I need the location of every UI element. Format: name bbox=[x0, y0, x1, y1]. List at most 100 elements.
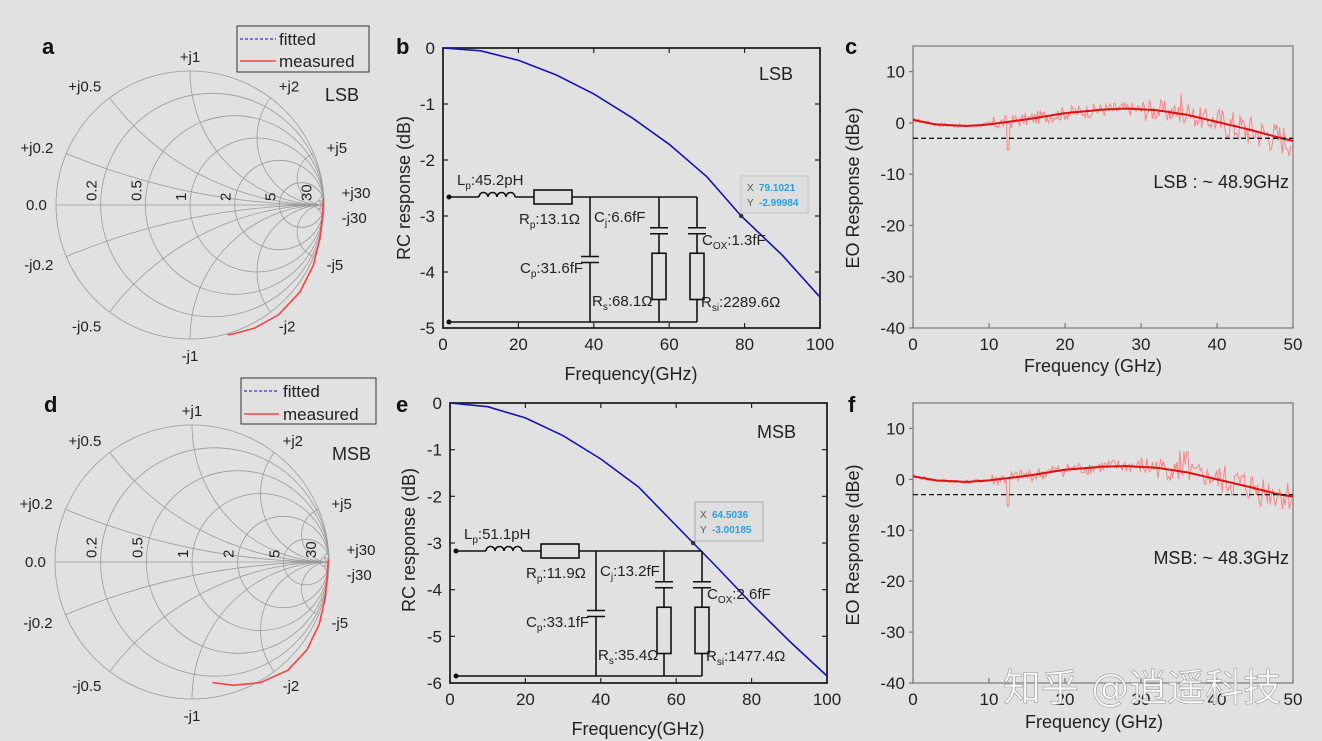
rc-response-curve bbox=[449, 402, 828, 677]
smith-reactance-arc-pos bbox=[260, 425, 329, 563]
smith-real-label: 5 bbox=[262, 193, 279, 201]
smith-real-label: 0.2 bbox=[84, 537, 101, 558]
x-tick-label: 30 bbox=[1132, 690, 1151, 709]
datatip[interactable]: X 79.1021 Y -2.99984 bbox=[740, 175, 809, 214]
smith-curve-measured bbox=[212, 559, 330, 687]
smith-tag-a: LSB bbox=[325, 85, 359, 105]
axes: 0 20 40 60 80 100 0 -1 -2 -3 -4 -5 -6 bbox=[427, 394, 841, 709]
label-Lp: Lp:51.1pH bbox=[464, 526, 530, 546]
label-Rsi: Rsi:1477.4Ω bbox=[706, 648, 785, 668]
inductor-Lp bbox=[485, 545, 523, 552]
rc-response-plot-e: 0 20 40 60 80 100 0 -1 -2 -3 -4 -5 -6 Lp:51.1pH Rp:11… bbox=[399, 394, 841, 739]
label-Lp: Lp:45.2pH bbox=[457, 172, 523, 192]
panel-letter-f: f bbox=[848, 392, 856, 417]
y-tick-label: -30 bbox=[880, 268, 905, 287]
datatip-marker bbox=[739, 213, 744, 219]
datatip-y-label: Y bbox=[747, 198, 754, 209]
eo-fit-curve bbox=[912, 465, 1294, 498]
x-tick-label: 100 bbox=[813, 690, 841, 709]
smith-real-label: 0.2 bbox=[84, 180, 101, 201]
smith-real-label: 2 bbox=[221, 550, 238, 558]
x-axis-label: Frequency(GHz) bbox=[571, 719, 704, 739]
eo-response-plot-f: 0 10 20 30 40 50 10 0 -10 -20 -30 -40 MSB: ~ 48.3GH… bbox=[843, 402, 1302, 732]
y-tick-label: 0 bbox=[426, 39, 435, 58]
x-axis-label: Frequency(GHz) bbox=[564, 364, 697, 384]
smith-real-label: 0.0 bbox=[25, 554, 46, 571]
label-Cj: Cj:6.6fF bbox=[594, 209, 645, 229]
smith-curve-measured bbox=[227, 198, 325, 336]
y-tick-label: -30 bbox=[880, 623, 905, 642]
smith-reactance-arc-neg bbox=[55, 561, 329, 699]
smith-imag-label: -j0.5 bbox=[72, 318, 101, 335]
legend-fitted-label: fitted bbox=[283, 382, 320, 401]
x-tick-label: 0 bbox=[445, 690, 454, 709]
y-axis-label: EO Response (dBe) bbox=[843, 464, 863, 625]
y-tick-label: -40 bbox=[880, 674, 905, 693]
label-Cj: Cj:13.2fF bbox=[600, 563, 660, 583]
plot-frame bbox=[449, 402, 828, 684]
x-tick-label: 20 bbox=[509, 335, 528, 354]
x-tick-label: 40 bbox=[1208, 690, 1227, 709]
resistor-Rp bbox=[540, 543, 580, 559]
y-axis-label: EO Response (dBe) bbox=[843, 107, 863, 268]
smith-reactance-arc-neg bbox=[301, 561, 329, 618]
datatip[interactable]: X 64.5036 Y -3.00185 bbox=[694, 501, 764, 542]
label-Cox: COX:2.6fF bbox=[707, 586, 771, 606]
smith-real-label: 0.5 bbox=[128, 180, 145, 201]
plot-frame bbox=[912, 402, 1294, 684]
datatip-x-label: X bbox=[747, 183, 754, 194]
equivalent-circuit: Lp:51.1pH Rp:11.9Ω Cj:13.2fF Cp:33.1fF COX:2… bbox=[453, 526, 785, 679]
datatip-x-label: X bbox=[700, 510, 707, 521]
label-Rsi: Rsi:2289.6Ω bbox=[701, 294, 780, 314]
y-axis-label: RC response (dB) bbox=[399, 468, 419, 612]
smith-imag-label: -j1 bbox=[182, 348, 199, 365]
datatip-y-value: -2.99984 bbox=[759, 198, 799, 209]
smith-imag-label: +j2 bbox=[279, 79, 299, 96]
rc-response-plot-b: 0 20 40 60 80 100 0 -1 -2 -3 -4 -5 Lp:45.2pH Rp:13.1… bbox=[394, 39, 834, 384]
x-tick-label: 20 bbox=[1056, 690, 1075, 709]
datatip-x-value: 79.1021 bbox=[759, 183, 796, 194]
panel-letter-e: e bbox=[396, 392, 408, 417]
y-tick-label: -5 bbox=[420, 319, 435, 338]
smith-reactance-arc-pos bbox=[301, 506, 329, 563]
smith-reactance-arc-pos bbox=[256, 71, 324, 206]
y-tick-label: -5 bbox=[427, 627, 442, 646]
rc-response-curve bbox=[442, 47, 821, 298]
smith-reactance-arc-neg bbox=[260, 561, 329, 699]
y-tick-label: -4 bbox=[427, 581, 442, 600]
datatip-marker bbox=[690, 540, 696, 546]
x-tick-label: 40 bbox=[1208, 335, 1227, 354]
smith-imag-label: -j0.5 bbox=[72, 678, 101, 695]
resistor-Rsi bbox=[689, 252, 705, 301]
panel-letter-a: a bbox=[42, 34, 55, 59]
bandwidth-annotation: MSB: ~ 48.3GHz bbox=[1153, 548, 1289, 568]
resistor-Rs bbox=[651, 252, 667, 301]
resistor-Rs bbox=[656, 606, 672, 655]
y-tick-label: -3 bbox=[427, 534, 442, 553]
y-tick-label: 0 bbox=[896, 470, 905, 489]
smith-reactance-arc-neg bbox=[256, 204, 324, 339]
smith-imag-label: -j2 bbox=[279, 318, 296, 335]
x-tick-label: 50 bbox=[1284, 335, 1303, 354]
smith-imag-label: +j0.2 bbox=[20, 496, 53, 513]
smith-imag-label: -j0.2 bbox=[23, 615, 52, 632]
x-tick-label: 80 bbox=[735, 335, 754, 354]
smith-imag-label: -j2 bbox=[283, 678, 300, 695]
smith-imag-label: +j5 bbox=[327, 140, 347, 157]
y-tick-label: -1 bbox=[427, 441, 442, 460]
y-tick-label: -2 bbox=[420, 151, 435, 170]
smith-chart-a: 0.0 0.2 0.5 1 2 5 30 +j0.2 -j0.2 +j0.5 -j0.5 +j1 -j1… bbox=[20, 25, 370, 365]
smith-imag-label: +j2 bbox=[283, 433, 303, 450]
eo-measured-curve bbox=[912, 450, 1293, 510]
axes: 0 20 40 60 80 100 0 -1 -2 -3 -4 -5 bbox=[420, 39, 834, 354]
legend: fitted measured bbox=[236, 25, 370, 73]
smith-labels: 0.0 0.2 0.5 1 2 5 30 +j0.2 -j0.2 +j0.5 -j0.5 +j1 -j1… bbox=[20, 49, 370, 365]
panel-letter-b: b bbox=[396, 34, 409, 59]
axes: 0 10 20 30 40 50 10 0 -10 -20 -30 -40 bbox=[880, 402, 1302, 709]
smith-reactance-arc-pos bbox=[296, 150, 324, 206]
smith-reactance-arc-neg bbox=[296, 204, 324, 259]
x-tick-label: 30 bbox=[1132, 335, 1151, 354]
x-tick-label: 100 bbox=[806, 335, 834, 354]
y-tick-label: -10 bbox=[880, 165, 905, 184]
